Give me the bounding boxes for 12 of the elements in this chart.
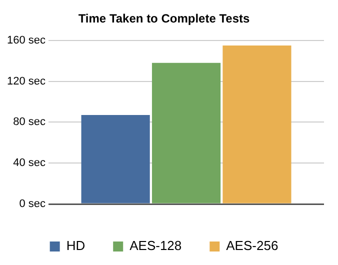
y-tick-label: 80 sec [13,116,46,128]
legend-label: HD [66,238,86,254]
chart-title: Time Taken to Complete Tests [78,12,250,26]
y-tick-label: 0 sec [19,198,46,210]
bar [152,62,221,204]
y-tick-label: 40 sec [13,157,46,170]
legend-label: AES-128 [130,238,182,254]
bar [222,46,292,204]
legend-label: AES-256 [226,238,278,254]
y-tick-label: 120 sec [6,75,46,88]
y-tick-label: 160 sec [6,34,46,46]
bar [81,115,150,204]
